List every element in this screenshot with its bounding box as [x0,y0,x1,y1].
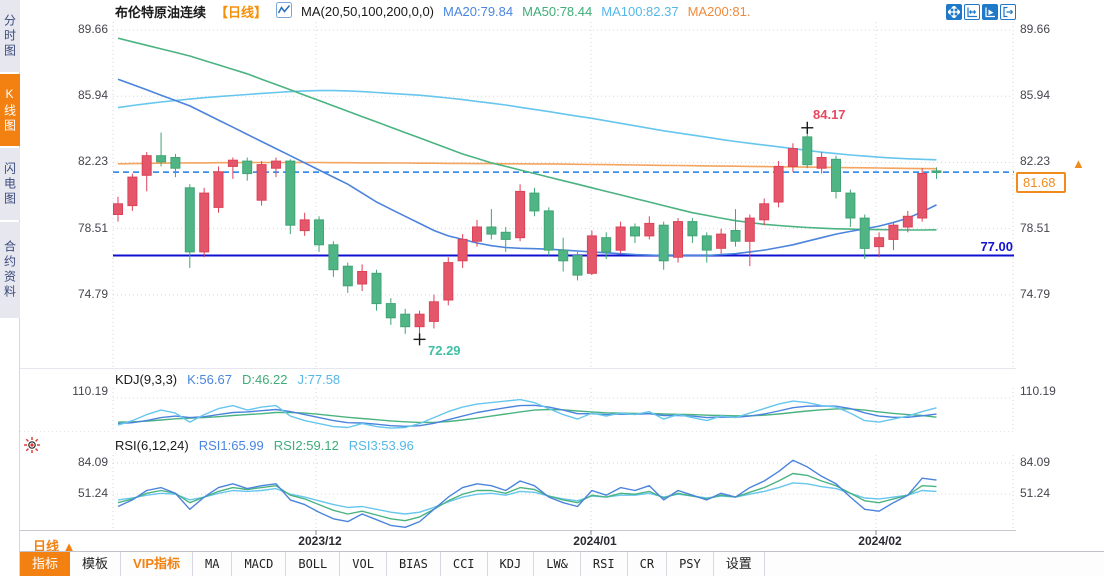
sidebar-item-timeline-chart[interactable]: 分时图 [0,0,20,72]
y-axis-label: 89.66 [77,22,108,36]
x-axis-label: 2023/12 [298,534,342,548]
chart-tool-buttons [946,4,1016,20]
ma-settings-label: MA(20,50,100,200,0,0) [301,4,435,19]
ma50-value: MA50:78.44 [522,4,593,19]
last-price-tag: 81.68 [1016,172,1066,193]
rsi3-value: RSI3:53.96 [348,438,414,453]
period-badge: 【日线】 [215,5,268,20]
tab-psy[interactable]: PSY [667,552,714,576]
rsi1-value: RSI1:65.99 [198,438,264,453]
tab-kdj[interactable]: KDJ [488,552,535,576]
tab-boll[interactable]: BOLL [286,552,341,576]
price-up-arrow-icon: ▲ [1072,156,1085,171]
period-selector-label: 日线 [33,539,60,554]
y-axis-label: 82.23 [77,154,108,168]
chart-header: 布伦特原油连续 【日线】 MA(20,50,100,200,0,0) MA20:… [115,2,751,21]
rsi-label: RSI(6,12,24) [115,438,189,453]
tab-template[interactable]: 模板 [70,552,122,576]
rsi-axis-label: 51.24 [77,486,108,500]
low-price-annotation: 72.29 [428,343,461,358]
crosshair-move-button[interactable] [946,4,962,20]
sidebar-item-lightning-chart[interactable]: 闪电图 [0,148,20,220]
tab-bias[interactable]: BIAS [387,552,441,576]
up-triangle-icon: ▲ [62,539,76,554]
ma100-value: MA100:82.37 [601,4,679,19]
kdj-label: KDJ(9,3,3) [115,372,178,387]
x-axis-label: 2024/01 [573,534,617,548]
tab-cci[interactable]: CCI [441,552,488,576]
tab-rsi[interactable]: RSI [581,552,628,576]
y-axis-label: 89.66 [1020,22,1051,36]
period-selector[interactable]: 日线 ▲ [33,536,76,555]
y-axis-label: 82.23 [1020,154,1051,168]
y-axis-label: 78.51 [77,221,108,235]
tab-vol[interactable]: VOL [340,552,387,576]
tab-vip-indicator[interactable]: VIP指标 [121,552,193,576]
rsi2-value: RSI2:59.12 [273,438,339,453]
kdj-d-value: D:46.22 [241,372,288,387]
y-axis-label: 78.51 [1020,221,1051,235]
tab-indicator[interactable]: 指标 [20,552,71,576]
ma-indicator-icon [276,2,293,21]
sidebar-item-contract-info[interactable]: 合约资料 [0,222,20,318]
rsi-axis-label: 84.09 [77,455,108,469]
tab-settings[interactable]: 设置 [714,552,765,576]
kdj-axis-label: 110.19 [1020,384,1056,398]
kdj-axis-label: 110.19 [72,384,108,398]
pan-right-button[interactable] [1000,4,1016,20]
rsi-axis-label: 84.09 [1020,455,1051,469]
tab-ma[interactable]: MA [193,552,233,576]
ma20-value: MA20:79.84 [443,4,514,19]
tab-cr[interactable]: CR [628,552,668,576]
sidebar-item-kline-chart[interactable]: K线图 [0,74,20,146]
y-axis-label: 85.94 [1020,88,1051,102]
kdj-k-value: K:56.67 [187,372,232,387]
kdj-j-value: J:77.58 [297,372,341,387]
kdj-header: KDJ(9,3,3) K:56.67 D:46.22 J:77.58 [115,372,340,387]
x-axis-label: 2024/02 [858,534,902,548]
rsi-axis-label: 51.24 [1020,486,1051,500]
high-price-annotation: 84.17 [813,107,846,122]
rsi-header: RSI(6,12,24) RSI1:65.99 RSI2:59.12 RSI3:… [115,438,414,453]
tab-macd[interactable]: MACD [232,552,287,576]
sun-icon[interactable] [23,436,41,454]
sidebar: 分时图 K线图 闪电图 合约资料 [0,0,20,576]
support-level-label: 77.00 [980,239,1013,254]
chart-pointer-button[interactable] [982,4,998,20]
tab-lw[interactable]: LW& [534,552,581,576]
horizontal-scale-button[interactable] [964,4,980,20]
y-axis-label: 74.79 [77,287,108,301]
ma200-value: MA200:81. [687,4,751,19]
y-axis-label: 74.79 [1020,287,1051,301]
y-axis-label: 85.94 [77,88,108,102]
indicator-toolbar: 指标 模板 VIP指标 MA MACD BOLL VOL BIAS CCI KD… [20,551,1104,576]
symbol-title: 布伦特原油连续 [115,5,207,20]
